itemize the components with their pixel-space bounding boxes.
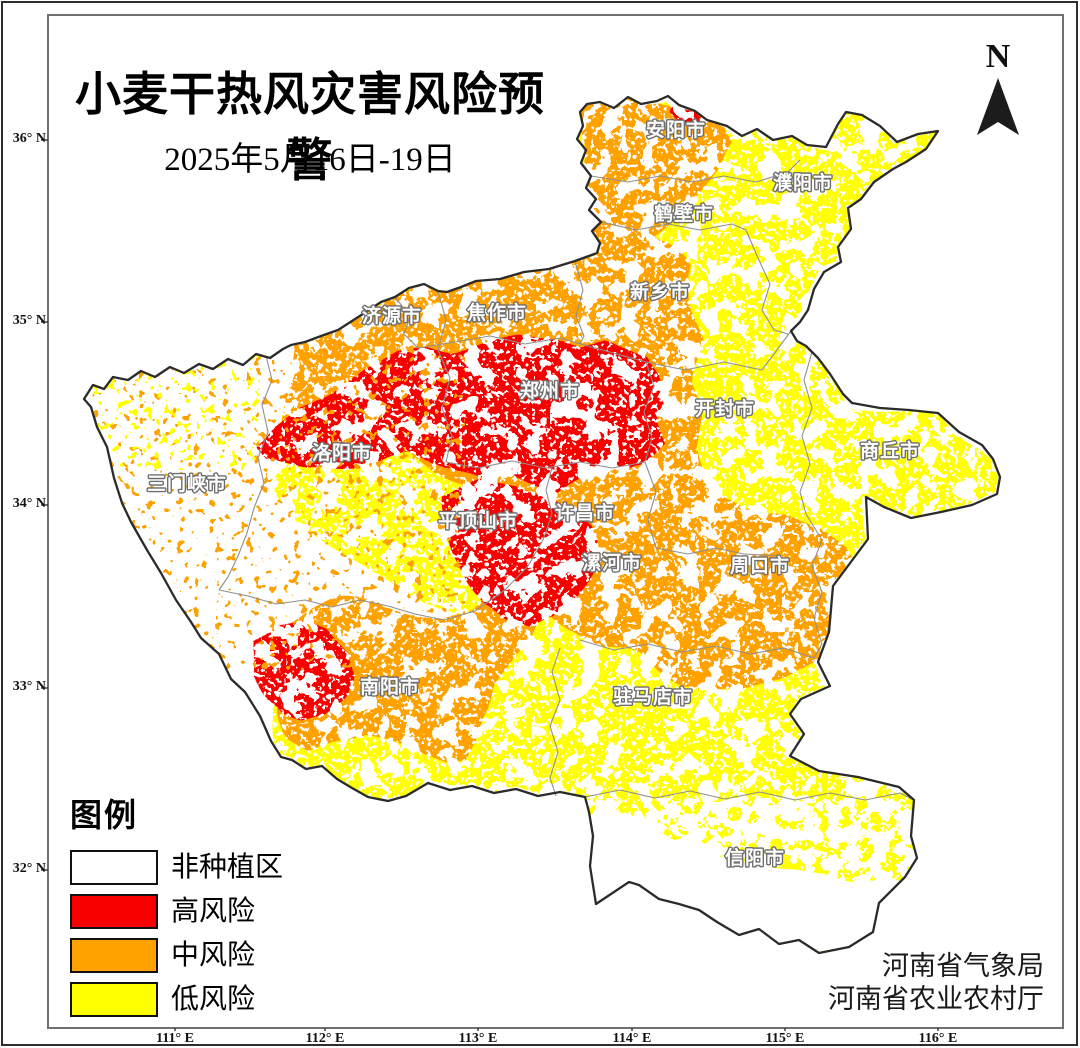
legend-swatch-none — [70, 850, 158, 885]
legend-label: 中风险 — [171, 940, 256, 971]
lat-label: 36° N — [12, 131, 46, 146]
city-label: 三门峡市 — [147, 472, 227, 495]
city-label: 洛阳市 — [312, 441, 372, 464]
lon-label: 114° E — [612, 1031, 652, 1046]
city-label: 商丘市 — [860, 439, 920, 462]
city-label: 焦作市 — [466, 301, 527, 324]
legend-items: 非种植区高风险中风险低风险 — [70, 850, 283, 1017]
city-label: 郑州市 — [520, 379, 580, 402]
lat-label: 35° N — [12, 313, 46, 328]
city-label: 信阳市 — [725, 846, 785, 869]
map-frame — [47, 14, 1064, 1029]
city-label: 安阳市 — [646, 118, 706, 141]
legend: 图例 非种植区高风险中风险低风险 — [70, 790, 283, 1026]
legend-item: 非种植区 — [70, 850, 283, 885]
speckle-fade-xinyang — [595, 798, 925, 890]
legend-label: 低风险 — [171, 984, 256, 1015]
north-arrow-icon — [977, 78, 1019, 135]
legend-swatch-high — [70, 894, 158, 929]
legend-item: 中风险 — [70, 938, 283, 973]
lat-label: 33° N — [12, 679, 46, 694]
attribution-line: 河南省气象局 — [882, 951, 1044, 981]
city-label: 鹤壁市 — [654, 202, 714, 225]
north-label: N — [985, 38, 1011, 75]
city-label: 许昌市 — [555, 501, 615, 524]
legend-label: 高风险 — [171, 896, 256, 927]
lat-label: 34° N — [12, 496, 46, 511]
city-label: 济源市 — [362, 304, 422, 327]
north-compass: N — [960, 40, 1036, 138]
graticule-ticks — [41, 139, 939, 1031]
lat-label: 32° N — [12, 861, 46, 876]
lon-label: 116° E — [918, 1031, 958, 1046]
city-label: 南阳市 — [360, 675, 420, 698]
city-label: 平顶山市 — [438, 509, 518, 532]
page-subtitle: 2025年5月16日-19日 — [164, 142, 456, 178]
lon-label: 111° E — [156, 1031, 194, 1046]
attribution: 河南省气象局 河南省农业农村厅 — [640, 950, 1044, 1016]
city-label: 濮阳市 — [773, 171, 833, 194]
lon-label: 112° E — [305, 1031, 345, 1046]
city-label: 开封市 — [695, 397, 755, 420]
legend-title: 图例 — [70, 797, 139, 833]
city-label: 驻马店市 — [613, 685, 693, 708]
legend-swatch-medium — [70, 938, 158, 973]
city-label: 周口市 — [730, 554, 790, 577]
page-title: 小麦干热风灾害风险预警 — [75, 68, 545, 186]
city-label: 新乡市 — [630, 280, 690, 303]
prefecture-boundaries — [218, 159, 915, 801]
legend-item: 高风险 — [70, 894, 283, 929]
attribution-line: 河南省农业农村厅 — [828, 984, 1044, 1014]
lon-label: 113° E — [458, 1031, 498, 1046]
legend-swatch-low — [70, 982, 158, 1017]
legend-label: 非种植区 — [171, 852, 284, 883]
lon-label: 115° E — [765, 1031, 805, 1046]
city-label: 漯河市 — [582, 551, 642, 574]
legend-item: 低风险 — [70, 982, 283, 1017]
